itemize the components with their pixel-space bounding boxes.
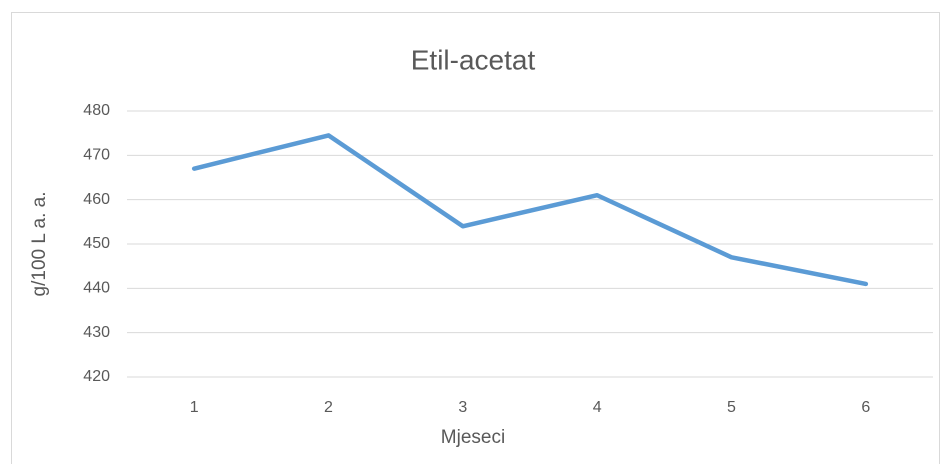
y-tick-label: 450	[83, 235, 110, 252]
y-axis-title: g/100 L a. a.	[29, 192, 50, 297]
x-tick-label: 1	[190, 399, 199, 416]
y-tick-label: 470	[83, 147, 110, 164]
y-tick-label: 430	[83, 324, 110, 341]
x-tick-label: 5	[727, 399, 736, 416]
line-series	[191, 133, 869, 287]
x-tick-label: 3	[458, 399, 467, 416]
x-axis-title: Mjeseci	[441, 427, 505, 448]
y-tick-label: 480	[83, 102, 110, 119]
chart-border	[11, 12, 940, 468]
y-tick-label: 440	[83, 280, 110, 297]
y-tick-label: 460	[83, 191, 110, 208]
chart-title: Etil-acetat	[411, 44, 536, 75]
x-tick-label: 6	[861, 399, 870, 416]
x-tick-label: 2	[324, 399, 333, 416]
x-tick-label: 4	[593, 399, 602, 416]
y-tick-label: 420	[83, 368, 110, 385]
